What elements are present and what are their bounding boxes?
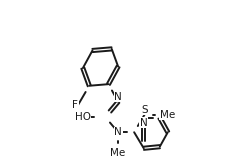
Text: S: S <box>141 105 148 115</box>
Text: N: N <box>140 118 148 128</box>
Text: F: F <box>72 100 78 110</box>
Text: Me: Me <box>110 148 126 158</box>
Text: Me: Me <box>160 110 175 120</box>
Text: N: N <box>114 92 122 102</box>
Text: N: N <box>114 127 122 137</box>
Text: HO: HO <box>75 112 91 122</box>
